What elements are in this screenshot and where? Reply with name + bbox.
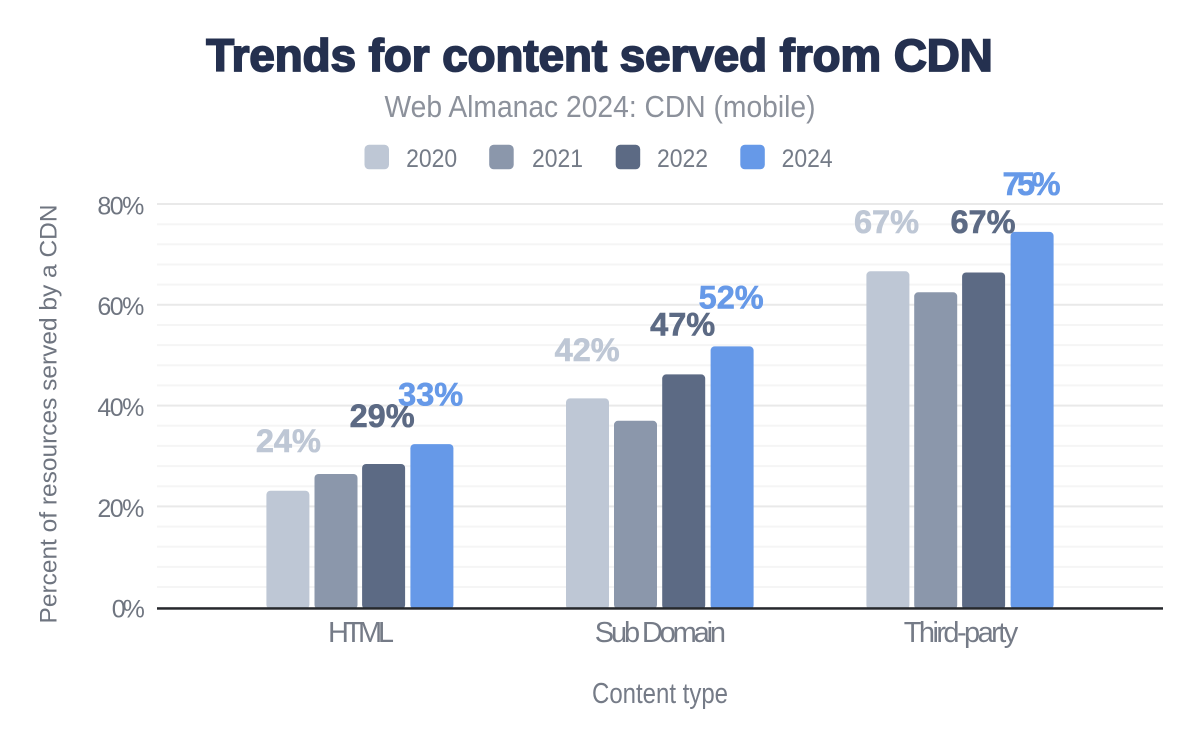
svg-text:80%: 80%	[97, 192, 144, 220]
svg-text:29%: 29%	[350, 398, 415, 434]
svg-text:75%: 75%	[1003, 166, 1061, 202]
svg-text:42%: 42%	[555, 332, 620, 368]
svg-text:Trends for content served from: Trends for content served from CDN	[206, 30, 993, 81]
svg-text:Percent of resources served by: Percent of resources served by a CDN	[36, 205, 63, 624]
svg-text:47%: 47%	[650, 306, 715, 342]
svg-text:20%: 20%	[97, 495, 144, 523]
svg-text:Third-party: Third-party	[904, 617, 1019, 649]
svg-text:2024: 2024	[782, 145, 833, 173]
svg-text:Sub Domain: Sub Domain	[595, 617, 726, 649]
svg-text:33%: 33%	[398, 376, 463, 412]
svg-text:2021: 2021	[532, 145, 583, 173]
svg-text:40%: 40%	[97, 394, 144, 422]
svg-text:60%: 60%	[97, 293, 144, 321]
svg-text:67%: 67%	[950, 204, 1015, 240]
svg-text:HTML: HTML	[328, 617, 394, 649]
svg-text:2022: 2022	[657, 145, 708, 173]
svg-text:67%: 67%	[854, 204, 919, 240]
svg-text:2020: 2020	[406, 145, 457, 173]
svg-text:24%: 24%	[256, 423, 321, 459]
svg-text:Content type: Content type	[592, 678, 728, 710]
svg-text:Web Almanac 2024: CDN (mobile): Web Almanac 2024: CDN (mobile)	[385, 89, 816, 124]
svg-text:52%: 52%	[699, 279, 764, 315]
svg-text:0%: 0%	[112, 596, 145, 624]
